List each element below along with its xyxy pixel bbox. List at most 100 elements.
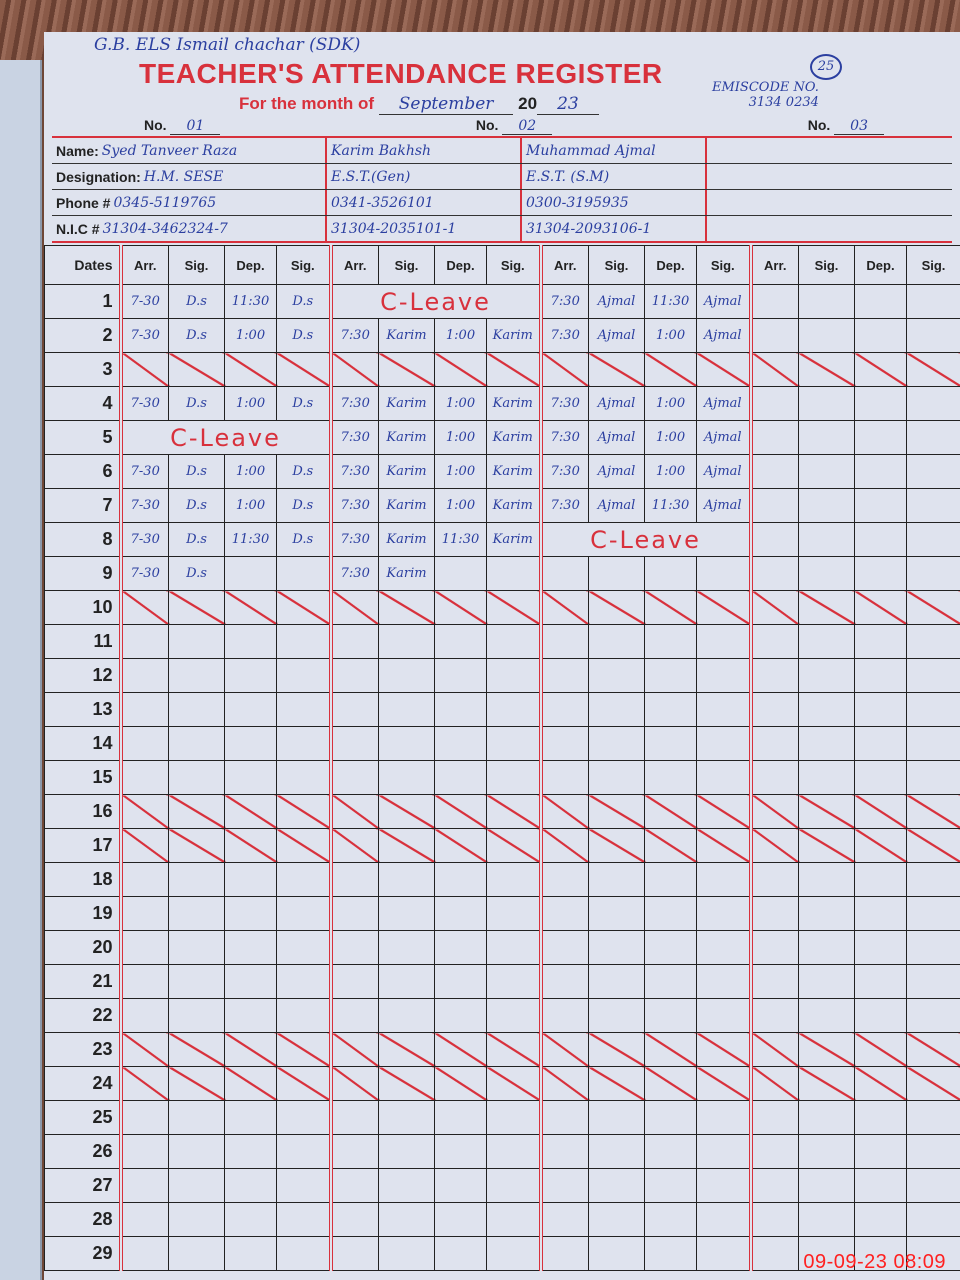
departure-cell: 1:00 (224, 454, 277, 489)
info-cell-name: Karim Bakhsh (327, 138, 522, 163)
signature-cell (906, 420, 960, 455)
date-cell: 25 (44, 1100, 121, 1135)
signature-cell (378, 726, 435, 761)
arrival-cell (748, 828, 799, 863)
signature-cell (276, 862, 331, 897)
arrival-cell (328, 1168, 379, 1203)
arrival-cell (748, 522, 799, 557)
signature-cell: D.s (276, 488, 331, 523)
departure-cell (434, 590, 487, 625)
arrival-cell: 7-30 (118, 488, 169, 523)
date-cell: 2 (44, 318, 121, 353)
arrival-cell (118, 998, 169, 1033)
signature-cell: Karim (486, 522, 541, 557)
departure-cell (224, 1202, 277, 1237)
signature-cell: Karim (378, 454, 435, 489)
signature-cell (798, 1168, 855, 1203)
arrival-cell (328, 1202, 379, 1237)
date-cell: 19 (44, 896, 121, 931)
signature-cell: Ajmal (696, 420, 751, 455)
departure-cell (854, 862, 907, 897)
no-label: No. (475, 117, 499, 133)
signature-cell (588, 658, 645, 693)
signature-cell (276, 1066, 331, 1101)
arrival-cell (118, 1168, 169, 1203)
date-cell: 1 (44, 284, 121, 319)
table-row: 7 7-30 D.s 1:00 D.s 7:30 Karim 1:00 Karim 7:30 Ajm… (44, 488, 960, 523)
signature-cell (696, 726, 751, 761)
departure-cell (854, 556, 907, 591)
date-cell: 18 (44, 862, 121, 897)
info-cell-nic (707, 216, 952, 241)
signature-cell (168, 794, 225, 829)
departure-cell (854, 930, 907, 965)
signature-cell (588, 1032, 645, 1067)
signature-cell (378, 1202, 435, 1237)
signature-cell: Karim (486, 420, 541, 455)
table-row: 21 (44, 964, 960, 999)
departure-cell (224, 590, 277, 625)
date-cell: 24 (44, 1066, 121, 1101)
signature-cell: Ajmal (588, 488, 645, 523)
arrival-cell (118, 1202, 169, 1237)
month-line: For the month of September 20 23 (239, 93, 599, 115)
departure-cell (854, 896, 907, 931)
departure-cell (224, 692, 277, 727)
teacher-name: Syed Tanveer Raza (101, 142, 238, 159)
month-value: September (378, 94, 514, 115)
signature-cell (168, 964, 225, 999)
signature-cell: Ajmal (588, 420, 645, 455)
signature-cell (168, 1066, 225, 1101)
signature-cell: Ajmal (696, 454, 751, 489)
signature-cell (486, 1168, 541, 1203)
departure-cell (854, 454, 907, 489)
page-number: 25 (810, 54, 842, 80)
departure-cell: 1:00 (434, 318, 487, 353)
departure-cell (644, 828, 697, 863)
col-header: Dep. (854, 245, 907, 285)
info-cell-phone: 0300-3195935 (522, 190, 707, 215)
arrival-cell (118, 692, 169, 727)
arrival-cell (748, 318, 799, 353)
teacher-number-2: No. 02 (475, 117, 553, 135)
teacher-designation: E.S.T.(Gen) (331, 168, 411, 185)
signature-cell: Karim (378, 318, 435, 353)
info-cell-phone: Phone #0345-5119765 (52, 190, 327, 215)
departure-cell (854, 420, 907, 455)
arrival-cell: 7:30 (538, 386, 589, 421)
signature-cell: Karim (378, 488, 435, 523)
signature-cell (906, 454, 960, 489)
info-label-designation: Designation: (56, 168, 141, 185)
signature-cell (798, 930, 855, 965)
departure-cell (644, 862, 697, 897)
signature-cell (906, 964, 960, 999)
arrival-cell (328, 964, 379, 999)
departure-cell (854, 352, 907, 387)
signature-cell (906, 590, 960, 625)
signature-cell (798, 522, 855, 557)
signature-cell (378, 794, 435, 829)
signature-cell (588, 556, 645, 591)
departure-cell (854, 726, 907, 761)
arrival-cell (118, 760, 169, 795)
departure-cell (854, 828, 907, 863)
departure-cell (854, 1100, 907, 1135)
signature-cell (588, 896, 645, 931)
arrival-cell (118, 862, 169, 897)
col-header: Dep. (644, 245, 697, 285)
arrival-cell (748, 930, 799, 965)
arrival-cell (538, 556, 589, 591)
signature-cell (486, 828, 541, 863)
date-cell: 17 (44, 828, 121, 863)
date-cell: 13 (44, 692, 121, 727)
signature-cell (168, 930, 225, 965)
arrival-cell (748, 1134, 799, 1169)
page-title: TEACHER'S ATTENDANCE REGISTER (139, 58, 663, 89)
table-row: 12 (44, 658, 960, 693)
arrival-cell (328, 692, 379, 727)
arrival-cell (538, 726, 589, 761)
signature-cell (378, 1032, 435, 1067)
departure-cell (224, 998, 277, 1033)
signature-cell (168, 624, 225, 659)
departure-cell (434, 760, 487, 795)
